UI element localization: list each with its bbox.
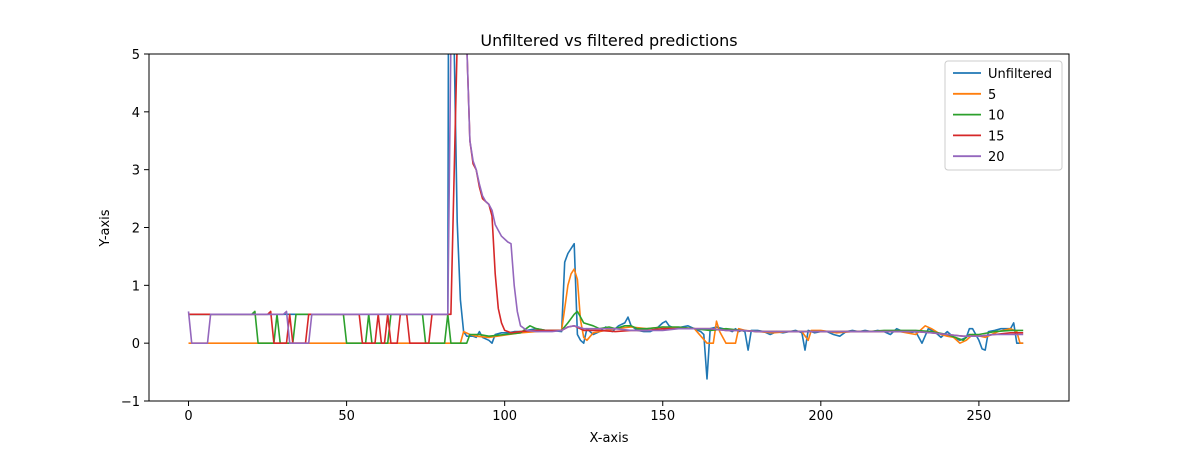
y-tick-label: 2 [132,222,140,237]
x-tick-label: 150 [650,409,675,424]
axis-ticks: 0 50 100 150 200 250 −1 0 1 2 3 4 5 [121,48,991,424]
legend-label-2: 10 [988,109,1005,124]
legend-label-1: 5 [988,88,996,103]
legend-box [944,60,1063,171]
y-tick-label: 0 [132,337,140,352]
y-tick-label: −1 [121,395,140,410]
series-line-1 [188,268,1024,344]
legend-label-0: Unfiltered [988,67,1052,82]
chart-title: Unfiltered vs filtered predictions [480,31,737,50]
series-lines [187,54,1024,380]
series-line-4 [187,54,1024,344]
y-tick-label: 1 [132,279,140,294]
x-tick-label: 250 [966,409,991,424]
legend-label-3: 15 [988,129,1005,144]
legend: Unfiltered 5 10 15 20 [944,60,1063,171]
series-line-2 [188,310,1024,344]
plot-frame [148,53,1070,402]
x-tick-label: 100 [492,409,517,424]
y-axis-title: Y-axis [98,209,113,247]
x-tick-label: 200 [808,409,833,424]
y-tick-label: 4 [132,106,140,121]
x-tick-label: 0 [184,409,192,424]
legend-label-4: 20 [988,150,1005,165]
series-line-3 [188,54,1024,344]
y-tick-label: 5 [132,48,140,63]
y-tick-label: 3 [132,164,140,179]
x-tick-label: 50 [338,409,355,424]
x-axis-title: X-axis [590,431,629,446]
